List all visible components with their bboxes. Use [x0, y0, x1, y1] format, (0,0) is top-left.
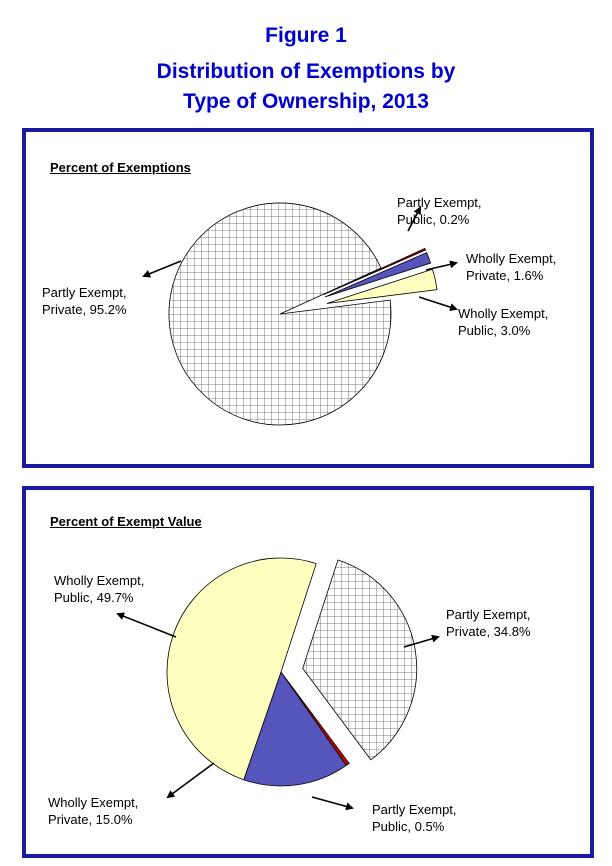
leader-arrow	[425, 260, 458, 271]
leader-arrow	[407, 206, 421, 232]
slice-label: Partly Exempt, Private, 95.2%	[42, 285, 127, 317]
chart-title: Percent of Exempt Value	[50, 514, 202, 529]
figure-title-line1: Distribution of Exemptions by	[156, 60, 456, 83]
slice-label: Wholly Exempt, Public, 3.0%	[458, 306, 549, 338]
slice-label: Partly Exempt, Public, 0.2%	[397, 195, 482, 227]
pie-chart-exempt-value	[116, 557, 440, 811]
pie-slice	[243, 671, 347, 787]
leader-arrow	[418, 296, 458, 311]
figure-title-line2: Type of Ownership, 2013	[183, 90, 429, 113]
pie-slice	[302, 559, 418, 761]
pie-slice	[324, 252, 432, 298]
leader-arrow	[311, 796, 354, 811]
slice-label: Wholly Exempt, Private, 1.6%	[466, 251, 557, 283]
leader-arrow	[142, 260, 182, 278]
slice-label: Partly Exempt, Private, 34.8%	[446, 607, 531, 639]
leader-arrow	[116, 612, 177, 638]
slice-label: Partly Exempt, Public, 0.5%	[372, 802, 457, 834]
pie-slice	[168, 202, 392, 426]
pie-slice	[323, 247, 427, 295]
leader-arrow	[403, 634, 440, 648]
slice-label: Wholly Exempt, Public, 49.7%	[54, 573, 145, 605]
chart-panel-exemptions: Percent of Exemptions Partly Exempt, Priv…	[22, 128, 594, 468]
chart-panel-exempt-value: Percent of Exempt Value Wholly Exempt, Pu…	[22, 486, 594, 858]
pie-chart-exemptions	[142, 202, 458, 426]
slice-label: Wholly Exempt, Private, 15.0%	[48, 795, 139, 827]
leader-arrow	[166, 762, 215, 799]
figure-number: Figure 1	[265, 24, 347, 47]
chart-title: Percent of Exemptions	[50, 160, 191, 175]
